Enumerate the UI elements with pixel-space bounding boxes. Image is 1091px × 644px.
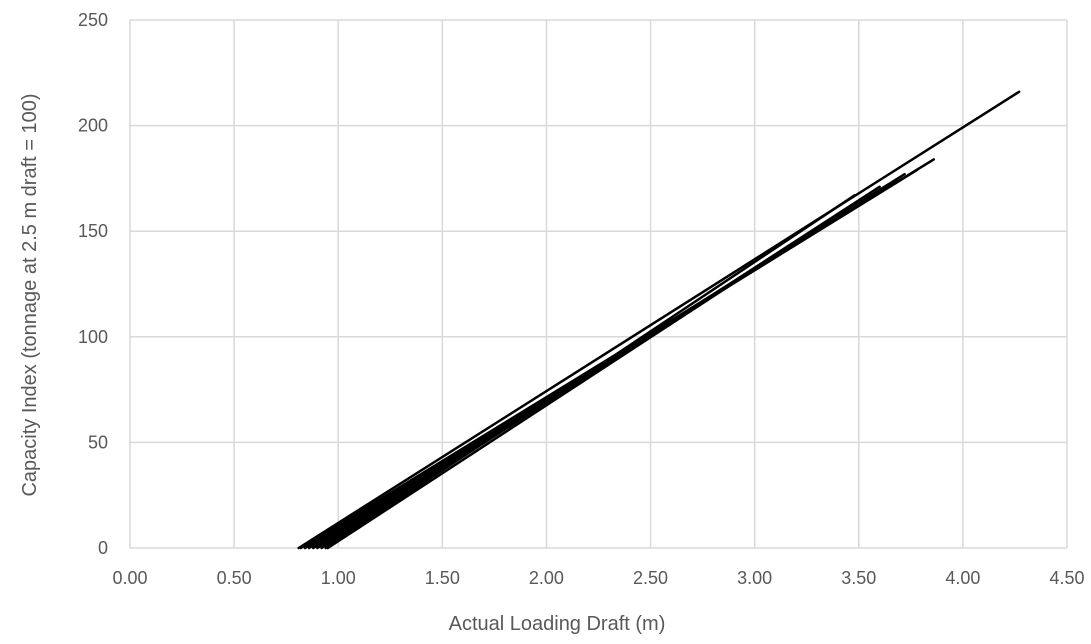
x-tick-label: 1.50 bbox=[425, 568, 460, 588]
series-lines bbox=[297, 90, 1021, 550]
x-tick-label: 2.50 bbox=[633, 568, 668, 588]
x-tick-label: 0.50 bbox=[217, 568, 252, 588]
x-tick-label: 1.00 bbox=[321, 568, 356, 588]
x-axis-title: Actual Loading Draft (m) bbox=[449, 613, 666, 635]
series-line bbox=[326, 191, 873, 550]
series-line bbox=[297, 90, 1021, 550]
series-line bbox=[324, 194, 856, 550]
grid-lines bbox=[129, 19, 1068, 549]
x-tick-label: 3.00 bbox=[737, 568, 772, 588]
x-tick-label: 3.50 bbox=[841, 568, 876, 588]
y-tick-label: 0 bbox=[98, 538, 108, 558]
y-tick-label: 50 bbox=[88, 432, 108, 452]
y-tick-label: 250 bbox=[78, 10, 108, 30]
y-tick-label: 100 bbox=[78, 327, 108, 347]
y-tick-label: 150 bbox=[78, 221, 108, 241]
x-tick-label: 0.00 bbox=[112, 568, 147, 588]
x-axis-tick-labels: 0.00 0.50 1.00 1.50 2.00 2.50 3.00 3.50 4.00 4.50 bbox=[112, 568, 1084, 588]
y-tick-label: 200 bbox=[78, 116, 108, 136]
y-axis-title: Capacity Index (tonnage at 2.5 m draft =… bbox=[19, 93, 41, 496]
y-axis-tick-labels: 0 50 100 150 200 250 bbox=[78, 10, 108, 558]
x-tick-label: 2.00 bbox=[529, 568, 564, 588]
x-tick-label: 4.00 bbox=[945, 568, 980, 588]
x-tick-label: 4.50 bbox=[1049, 568, 1084, 588]
